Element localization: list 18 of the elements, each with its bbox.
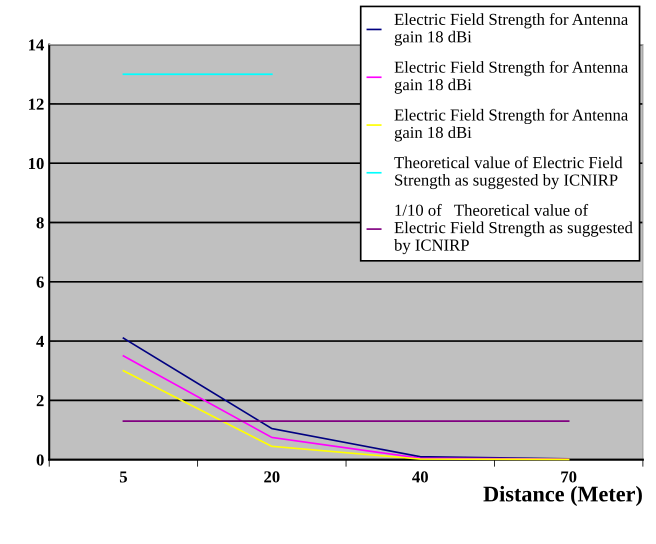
legend-label: Theoretical value of Electric Field Strength as suggested by ICNIRP [394, 156, 622, 190]
y-tick-label: 10 [29, 158, 44, 170]
x-axis-title: Distance (Meter) [483, 486, 642, 506]
y-tick-label: 2 [36, 395, 44, 406]
legend-label: 1/10 of Theoretical value of Electric Field Strength as suggested by ICNIRP [394, 204, 633, 254]
y-tick-label: 6 [36, 276, 44, 288]
x-tick-label: 70 [561, 471, 576, 483]
legend-label: Electric Field Strength for Antenna gain 18 dBi [394, 108, 628, 142]
y-tick-label: 8 [36, 217, 44, 228]
y-tick-label: 14 [29, 39, 44, 50]
x-tick-label: 5 [120, 471, 127, 483]
y-tick-label: 0 [36, 454, 44, 466]
x-tick-label: 20 [264, 471, 280, 483]
legend-label: Electric Field Strength for Antenna gain 18 dBi [394, 13, 628, 46]
legend-label: Electric Field Strength for Antenna gain 18 dBi [394, 60, 628, 94]
y-tick-label: 4 [36, 336, 44, 347]
y-tick-label: 12 [29, 98, 44, 110]
x-tick-label: 40 [412, 471, 428, 483]
